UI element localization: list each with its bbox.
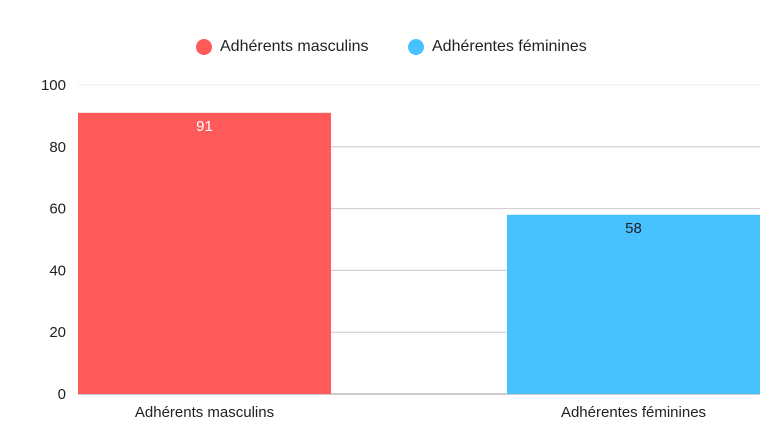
y-tick-label-40: 40	[49, 262, 66, 279]
chart-legend: Adhérents masculins Adhérentes féminines	[0, 38, 774, 60]
legend-swatch-feminines	[408, 39, 424, 55]
y-tick-label-100: 100	[41, 77, 66, 94]
legend-item-feminines[interactable]: Adhérentes féminines	[408, 38, 587, 56]
bar-masculins	[78, 112, 331, 394]
y-tick-label-20: 20	[49, 324, 66, 341]
data-label-feminines: 58	[625, 220, 642, 237]
y-tick-label-60: 60	[49, 201, 66, 218]
bar-feminines	[507, 214, 760, 394]
x-tick-label-masculins: Adhérents masculins	[135, 404, 274, 421]
x-tick-label-feminines: Adhérentes féminines	[561, 404, 706, 421]
legend-label-masculins: Adhérents masculins	[220, 38, 369, 55]
y-tick-label-80: 80	[49, 139, 66, 156]
data-label-masculins: 91	[196, 118, 213, 135]
legend-swatch-masculins	[196, 39, 212, 55]
legend-item-masculins[interactable]: Adhérents masculins	[196, 38, 369, 56]
legend-label-feminines: Adhérentes féminines	[432, 38, 587, 55]
y-tick-label-0: 0	[58, 386, 66, 403]
